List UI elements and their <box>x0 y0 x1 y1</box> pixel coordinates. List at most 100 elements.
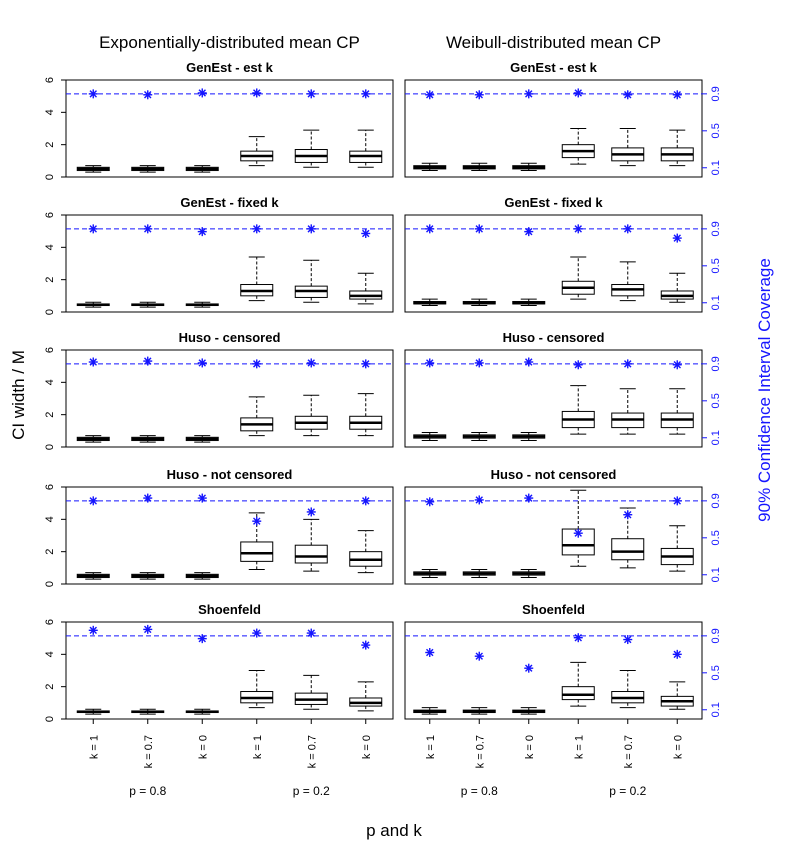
iqr-box <box>561 528 595 556</box>
coverage-point <box>672 90 682 100</box>
boxplot <box>462 707 496 715</box>
coverage-point <box>672 360 682 370</box>
coverage-point <box>573 360 583 370</box>
coverage-point <box>425 647 435 657</box>
boxplot <box>660 272 694 303</box>
boxplot <box>76 708 110 715</box>
left-axis-tick-label: 6 <box>44 212 56 218</box>
boxplot <box>349 530 383 574</box>
boxplot <box>240 136 274 167</box>
plot-frame <box>404 79 703 178</box>
iqr-box <box>611 538 645 561</box>
plot-frame <box>65 214 394 313</box>
boxplot <box>512 298 546 307</box>
boxplot <box>294 129 328 168</box>
boxplot <box>131 301 165 308</box>
coverage-point <box>306 358 316 368</box>
coverage-point <box>306 507 316 517</box>
k-label: k = 0 <box>672 735 684 759</box>
panel-title: GenEst - fixed k <box>504 195 603 210</box>
coverage-point <box>252 516 262 526</box>
boxplot <box>660 681 694 710</box>
coverage-point <box>143 90 153 100</box>
boxplot <box>76 435 110 443</box>
left-axis-tick-label: 6 <box>44 619 56 625</box>
panel: GenEst - est k 0 2 4 6 <box>44 60 394 180</box>
boxplot <box>185 301 219 308</box>
boxplot <box>349 681 383 712</box>
left-axis-tick-label: 0 <box>44 581 56 587</box>
coverage-point <box>623 90 633 100</box>
boxplot <box>349 393 383 437</box>
k-label: k = 0 <box>524 735 536 759</box>
right-axis-tick-label: 0.5 <box>710 665 722 680</box>
boxplot <box>413 568 447 579</box>
coverage-point <box>361 89 371 99</box>
left-axis-tick-label: 2 <box>44 549 56 555</box>
left-axis-tick-label: 6 <box>44 484 56 490</box>
coverage-point <box>474 224 484 234</box>
boxplot <box>462 162 496 172</box>
plot-frame <box>404 214 703 313</box>
x-axis-labels: k = 1 k = 0.7 k = 0 k = 1 k = 0.7 k = 0 p = 0.… <box>88 719 684 798</box>
coverage-point <box>573 224 583 234</box>
panel: Huso - not censored 0 2 4 6 <box>44 467 394 587</box>
boxplot <box>413 298 447 307</box>
boxplot <box>76 301 110 308</box>
panel-title: Huso - censored <box>503 330 605 345</box>
boxplot <box>512 431 546 442</box>
boxplot <box>131 708 165 715</box>
coverage-point <box>143 224 153 234</box>
right-axis-tick-label: 0.9 <box>710 221 722 236</box>
panel: Huso - censored 0.1 0.5 0.9 <box>404 330 722 448</box>
left-axis-tick-label: 4 <box>44 244 56 250</box>
boxplot <box>611 388 645 435</box>
boxplot <box>240 670 274 709</box>
boxplot <box>240 256 274 302</box>
coverage-point <box>623 635 633 645</box>
iqr-box <box>561 686 595 701</box>
right-axis-tick-label: 0.1 <box>710 430 722 445</box>
coverage-point <box>474 90 484 100</box>
boxplot <box>76 165 110 173</box>
coverage-point <box>197 493 207 503</box>
panel-title: Shoenfeld <box>522 602 585 617</box>
k-label: k = 0.7 <box>306 735 318 768</box>
panel-title: Huso - not censored <box>491 467 617 482</box>
boxplot <box>294 394 328 437</box>
right-axis-tick-label: 0.1 <box>710 702 722 717</box>
k-label: k = 0 <box>361 735 373 759</box>
boxplot <box>349 129 383 168</box>
boxplot <box>185 572 219 580</box>
coverage-point <box>425 497 435 507</box>
left-axis-tick-label: 0 <box>44 444 56 450</box>
plot-frame <box>404 621 703 720</box>
panel-title: GenEst - fixed k <box>180 195 279 210</box>
plot-frame <box>404 349 703 448</box>
right-axis-tick-label: 0.5 <box>710 123 722 138</box>
panel-grid: GenEst - est k 0 2 4 6 GenEst - est k 0.1 0.5 0.… <box>44 60 722 722</box>
column-title-weibull: Weibull-distributed mean CP <box>446 33 661 52</box>
boxplot <box>131 435 165 443</box>
boxplot <box>76 572 110 580</box>
p-label: p = 0.2 <box>293 784 330 798</box>
coverage-point <box>573 528 583 538</box>
boxplot <box>462 568 496 579</box>
boxplot <box>131 572 165 580</box>
left-axis-tick-label: 2 <box>44 277 56 283</box>
boxplot <box>240 396 274 437</box>
panel-title: Huso - not censored <box>167 467 293 482</box>
k-label: k = 1 <box>252 735 264 759</box>
coverage-point <box>88 89 98 99</box>
right-axis-tick-label: 0.5 <box>710 258 722 273</box>
left-axis-tick-label: 4 <box>44 516 56 522</box>
boxplot <box>512 162 546 172</box>
left-axis-tick-label: 2 <box>44 142 56 148</box>
coverage-point <box>524 493 534 503</box>
iqr-box <box>294 544 328 564</box>
column-title-exponential: Exponentially-distributed mean CP <box>99 33 360 52</box>
boxplot <box>611 261 645 302</box>
coverage-point <box>425 224 435 234</box>
boxplot <box>512 707 546 715</box>
panel: Shoenfeld 0.1 0.5 0.9 <box>404 602 722 720</box>
